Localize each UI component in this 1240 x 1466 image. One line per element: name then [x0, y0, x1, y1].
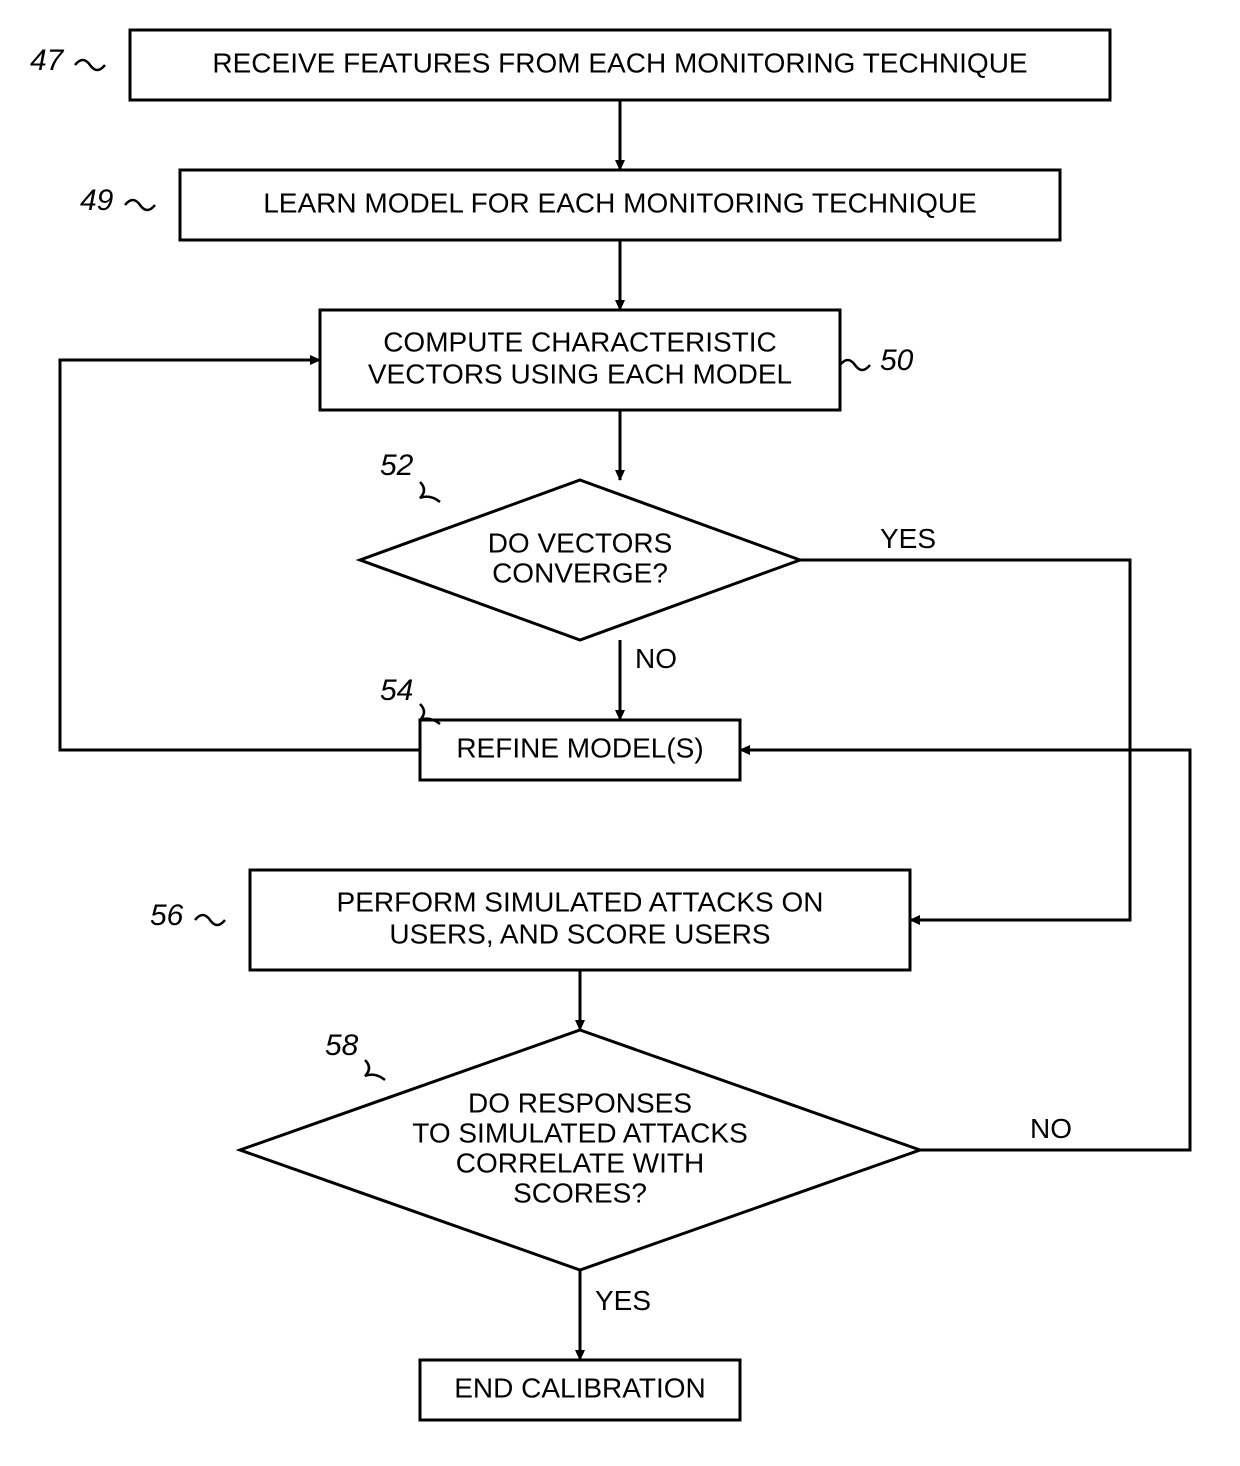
- edge-label: YES: [880, 523, 936, 554]
- reference-number: 52: [380, 449, 414, 482]
- edge-label: NO: [635, 643, 677, 674]
- decision-label: CONVERGE?: [492, 557, 668, 588]
- flowchart-edge-e6_refine_loop: [60, 360, 420, 750]
- box-label: VECTORS USING EACH MODEL: [368, 358, 792, 389]
- box-label: USERS, AND SCORE USERS: [389, 918, 770, 949]
- box-label: END CALIBRATION: [454, 1372, 706, 1403]
- decision-label: DO VECTORS: [488, 527, 673, 558]
- box-label: RECEIVE FEATURES FROM EACH MONITORING TE…: [212, 47, 1027, 78]
- reference-number: 47: [30, 44, 65, 77]
- box-label: COMPUTE CHARACTERISTIC: [383, 326, 777, 357]
- reference-number: 58: [325, 1029, 359, 1062]
- box-label: PERFORM SIMULATED ATTACKS ON: [337, 886, 824, 917]
- flowchart-edge-e5_yes: [800, 560, 1130, 920]
- box-label: LEARN MODEL FOR EACH MONITORING TECHNIQU…: [263, 187, 977, 218]
- reference-number: 54: [380, 674, 413, 707]
- reference-number: 50: [880, 344, 914, 377]
- decision-label: TO SIMULATED ATTACKS: [412, 1117, 748, 1148]
- reference-number: 49: [80, 184, 114, 217]
- edge-label: YES: [595, 1285, 651, 1316]
- reference-number: 56: [150, 899, 184, 932]
- decision-label: SCORES?: [513, 1177, 647, 1208]
- decision-label: CORRELATE WITH: [456, 1147, 704, 1178]
- edge-label: NO: [1030, 1113, 1072, 1144]
- decision-label: DO RESPONSES: [468, 1087, 692, 1118]
- box-label: REFINE MODEL(S): [456, 732, 703, 763]
